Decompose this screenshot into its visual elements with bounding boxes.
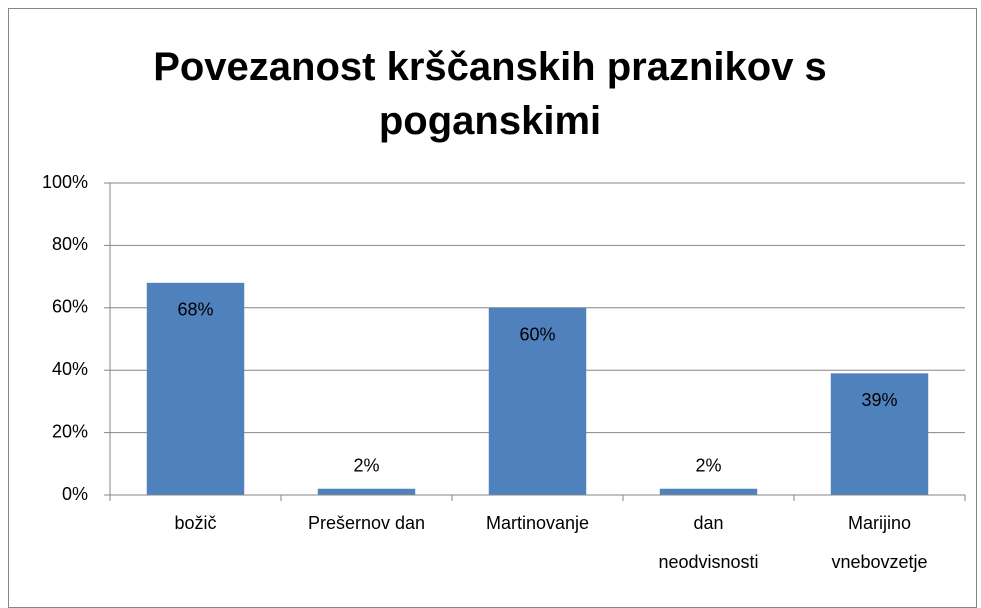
value-label: 2% [695,456,721,476]
value-label: 2% [353,456,379,476]
x-tick-label: dan neodvisnosti [658,513,759,572]
value-label: 68% [177,300,213,320]
chart-title: Povezanost krščanskih praznikov s pogans… [153,45,827,143]
plot: 0% 20% 40% 60% 80% 100% 68% 2% 60% 2% 39% [42,172,966,504]
bar [488,307,587,495]
bar [830,373,929,495]
y-tick-label: 60% [52,297,88,317]
y-tick-label: 80% [52,234,88,254]
x-tick-label: božič [174,513,217,533]
y-tick-label: 0% [62,484,88,504]
chart: Povezanost krščanskih praznikov s pogans… [8,8,977,608]
y-tick-label: 40% [52,359,88,379]
x-tick-label: Prešernov dan [307,513,426,533]
y-tick-label: 20% [52,421,88,441]
bar [317,488,416,495]
value-label: 39% [861,390,897,410]
bar [146,282,245,495]
x-tick-label: Martinovanje [485,513,590,533]
bar [659,488,758,495]
x-tick-label: Marijino vnebovzetje [831,513,928,572]
value-label: 60% [519,325,555,345]
y-tick-label: 100% [42,172,88,192]
